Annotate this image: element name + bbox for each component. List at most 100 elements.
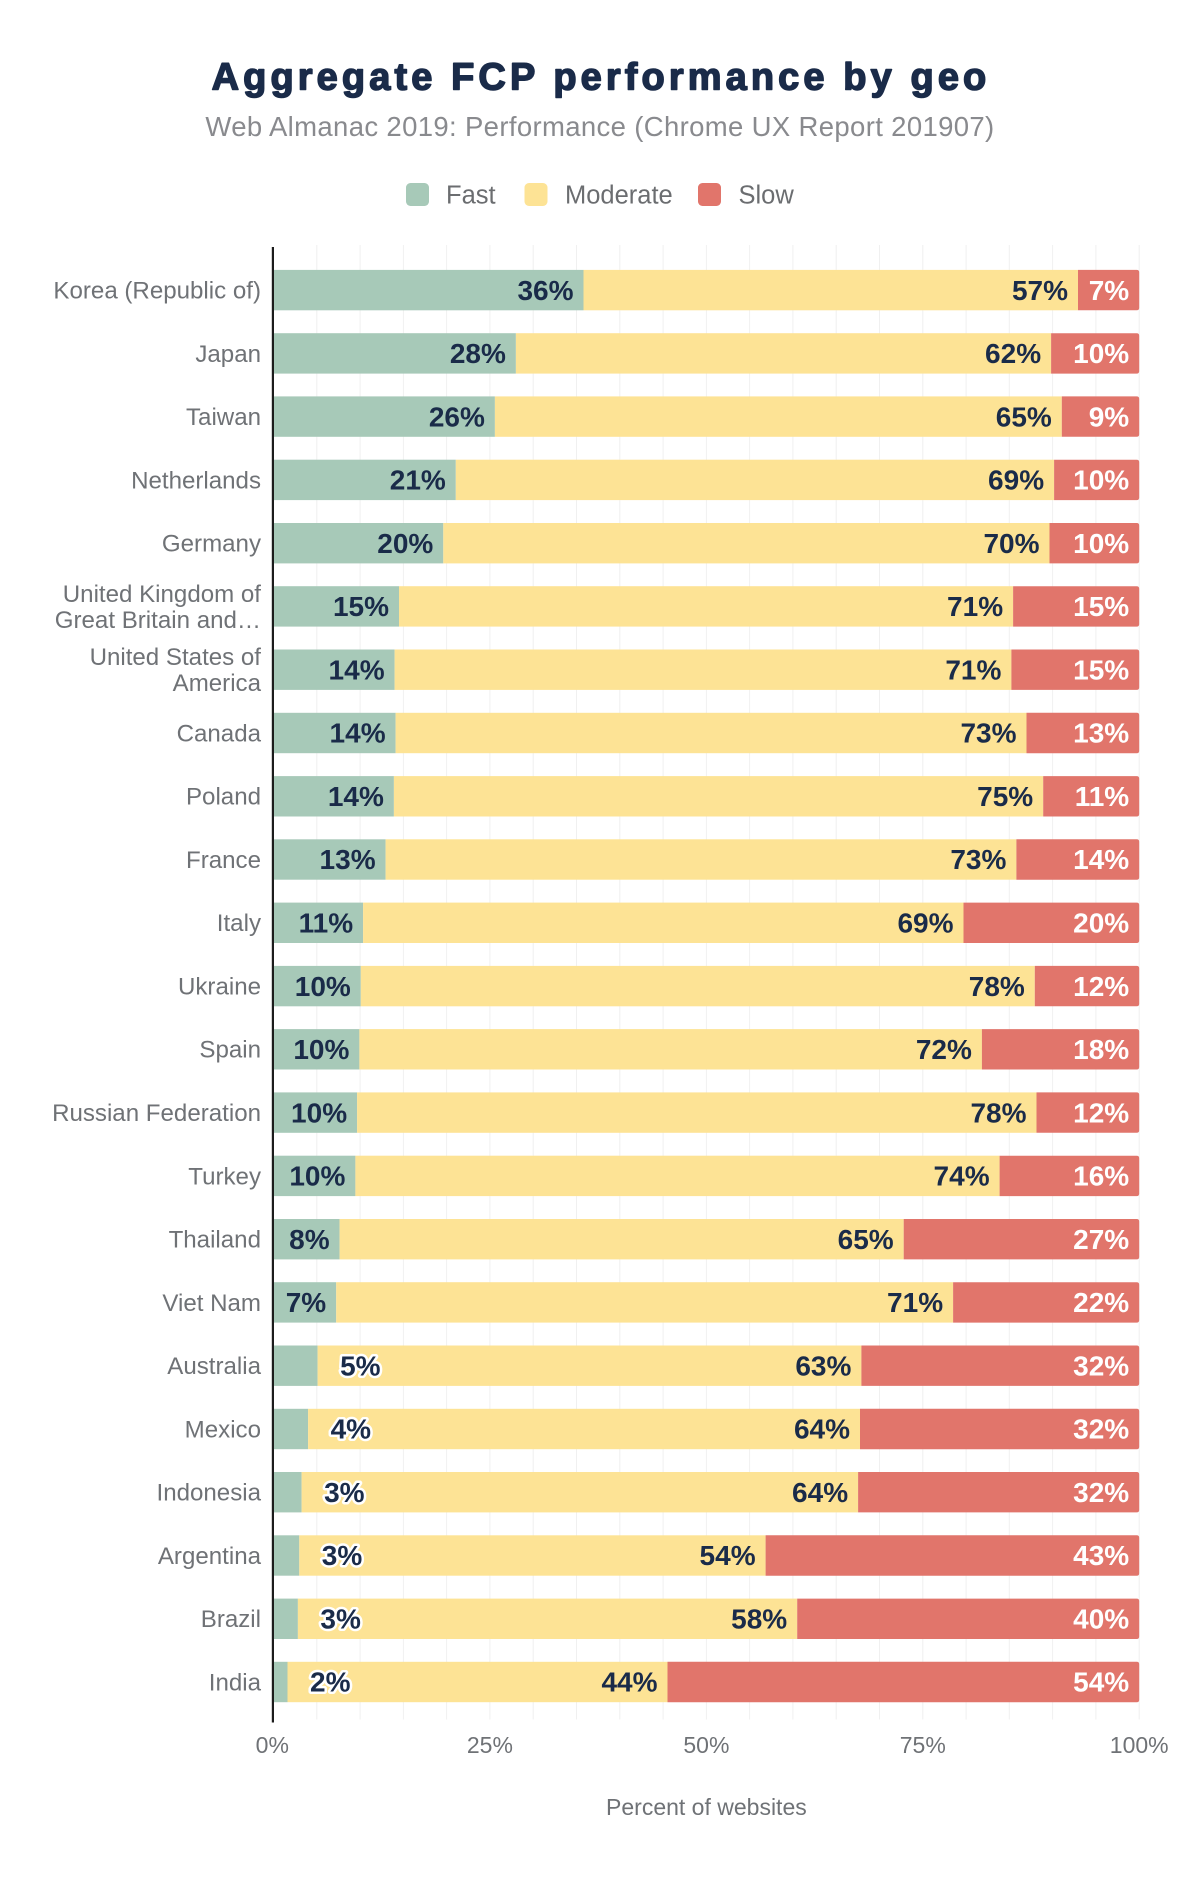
svg-text:69%: 69% — [897, 908, 953, 939]
svg-text:58%: 58% — [731, 1604, 787, 1635]
svg-text:4%: 4% — [331, 1414, 372, 1445]
svg-text:73%: 73% — [950, 844, 1006, 875]
svg-text:Taiwan: Taiwan — [186, 404, 261, 431]
svg-text:64%: 64% — [794, 1414, 850, 1445]
svg-text:Argentina: Argentina — [158, 1543, 262, 1570]
svg-text:Ukraine: Ukraine — [178, 973, 261, 1000]
svg-text:3%: 3% — [320, 1604, 361, 1635]
svg-text:65%: 65% — [838, 1224, 894, 1255]
svg-text:22%: 22% — [1073, 1287, 1129, 1318]
svg-text:Japan: Japan — [195, 341, 261, 368]
svg-text:28%: 28% — [450, 338, 506, 369]
svg-text:Germany: Germany — [162, 531, 261, 558]
svg-text:Slow: Slow — [739, 181, 795, 209]
svg-text:15%: 15% — [1073, 654, 1129, 685]
svg-text:France: France — [186, 847, 261, 874]
svg-text:18%: 18% — [1073, 1034, 1129, 1065]
svg-text:14%: 14% — [328, 781, 384, 812]
svg-text:Thailand: Thailand — [169, 1227, 261, 1254]
svg-text:India: India — [209, 1669, 262, 1696]
svg-text:7%: 7% — [1089, 275, 1130, 306]
svg-text:27%: 27% — [1073, 1224, 1129, 1255]
svg-text:10%: 10% — [1073, 528, 1129, 559]
svg-text:14%: 14% — [1073, 844, 1129, 875]
svg-text:14%: 14% — [329, 654, 385, 685]
svg-text:10%: 10% — [291, 1097, 347, 1128]
svg-text:16%: 16% — [1073, 1161, 1129, 1192]
svg-text:63%: 63% — [795, 1350, 851, 1381]
svg-text:7%: 7% — [286, 1287, 327, 1318]
svg-text:75%: 75% — [977, 781, 1033, 812]
svg-text:78%: 78% — [969, 971, 1025, 1002]
svg-text:0%: 0% — [256, 1732, 289, 1758]
svg-text:50%: 50% — [683, 1732, 729, 1758]
svg-text:70%: 70% — [983, 528, 1039, 559]
svg-text:64%: 64% — [792, 1477, 848, 1508]
svg-text:32%: 32% — [1073, 1477, 1129, 1508]
svg-text:3%: 3% — [322, 1540, 363, 1571]
svg-text:Moderate: Moderate — [565, 181, 673, 209]
svg-text:Aggregate FCP performance by g: Aggregate FCP performance by geo — [212, 57, 991, 99]
svg-text:12%: 12% — [1073, 1097, 1129, 1128]
svg-text:54%: 54% — [1073, 1667, 1129, 1698]
svg-text:Canada: Canada — [177, 720, 262, 747]
svg-text:100%: 100% — [1110, 1732, 1169, 1758]
svg-text:10%: 10% — [1073, 338, 1129, 369]
svg-text:Percent of websites: Percent of websites — [606, 1794, 807, 1820]
svg-text:74%: 74% — [934, 1161, 990, 1192]
svg-text:11%: 11% — [299, 908, 354, 939]
svg-text:71%: 71% — [947, 591, 1003, 622]
svg-text:2%: 2% — [310, 1667, 351, 1698]
svg-text:3%: 3% — [324, 1477, 365, 1508]
svg-text:Fast: Fast — [446, 181, 496, 209]
svg-text:Mexico: Mexico — [185, 1416, 261, 1443]
svg-text:71%: 71% — [945, 654, 1001, 685]
svg-text:57%: 57% — [1012, 275, 1068, 306]
svg-text:13%: 13% — [1073, 718, 1129, 749]
svg-text:13%: 13% — [320, 844, 376, 875]
svg-text:Indonesia: Indonesia — [157, 1480, 262, 1507]
svg-text:United States of: United States of — [90, 644, 262, 671]
svg-text:72%: 72% — [916, 1034, 972, 1065]
svg-text:14%: 14% — [330, 718, 386, 749]
svg-text:10%: 10% — [289, 1161, 345, 1192]
svg-text:71%: 71% — [887, 1287, 943, 1318]
svg-text:25%: 25% — [467, 1732, 513, 1758]
svg-text:9%: 9% — [1089, 401, 1130, 432]
svg-text:26%: 26% — [429, 401, 485, 432]
svg-text:78%: 78% — [970, 1097, 1026, 1128]
svg-text:62%: 62% — [985, 338, 1041, 369]
svg-text:69%: 69% — [988, 465, 1044, 496]
svg-text:12%: 12% — [1073, 971, 1129, 1002]
svg-text:65%: 65% — [996, 401, 1052, 432]
svg-text:20%: 20% — [377, 528, 433, 559]
svg-text:Viet Nam: Viet Nam — [162, 1290, 261, 1317]
svg-text:10%: 10% — [1073, 465, 1129, 496]
svg-text:8%: 8% — [289, 1224, 330, 1255]
svg-text:Spain: Spain — [199, 1037, 261, 1064]
svg-text:36%: 36% — [517, 275, 573, 306]
svg-text:73%: 73% — [960, 718, 1016, 749]
svg-text:Korea (Republic of): Korea (Republic of) — [53, 277, 261, 304]
svg-text:54%: 54% — [700, 1540, 756, 1571]
svg-text:11%: 11% — [1075, 781, 1130, 812]
svg-text:Australia: Australia — [167, 1353, 261, 1380]
svg-text:32%: 32% — [1073, 1350, 1129, 1381]
svg-text:20%: 20% — [1073, 908, 1129, 939]
svg-text:Turkey: Turkey — [188, 1163, 261, 1190]
svg-text:Great Britain and…: Great Britain and… — [55, 607, 261, 634]
svg-text:40%: 40% — [1073, 1604, 1129, 1635]
svg-text:43%: 43% — [1073, 1540, 1129, 1571]
svg-text:21%: 21% — [390, 465, 446, 496]
svg-text:5%: 5% — [340, 1350, 381, 1381]
svg-text:10%: 10% — [295, 971, 351, 1002]
svg-text:10%: 10% — [293, 1034, 349, 1065]
svg-text:Netherlands: Netherlands — [131, 467, 261, 494]
svg-text:Italy: Italy — [217, 910, 261, 937]
svg-text:15%: 15% — [333, 591, 389, 622]
svg-text:America: America — [173, 670, 262, 697]
svg-text:United Kingdom of: United Kingdom of — [63, 581, 262, 608]
svg-text:15%: 15% — [1073, 591, 1129, 622]
svg-text:Russian Federation: Russian Federation — [52, 1100, 261, 1127]
svg-text:75%: 75% — [900, 1732, 946, 1758]
